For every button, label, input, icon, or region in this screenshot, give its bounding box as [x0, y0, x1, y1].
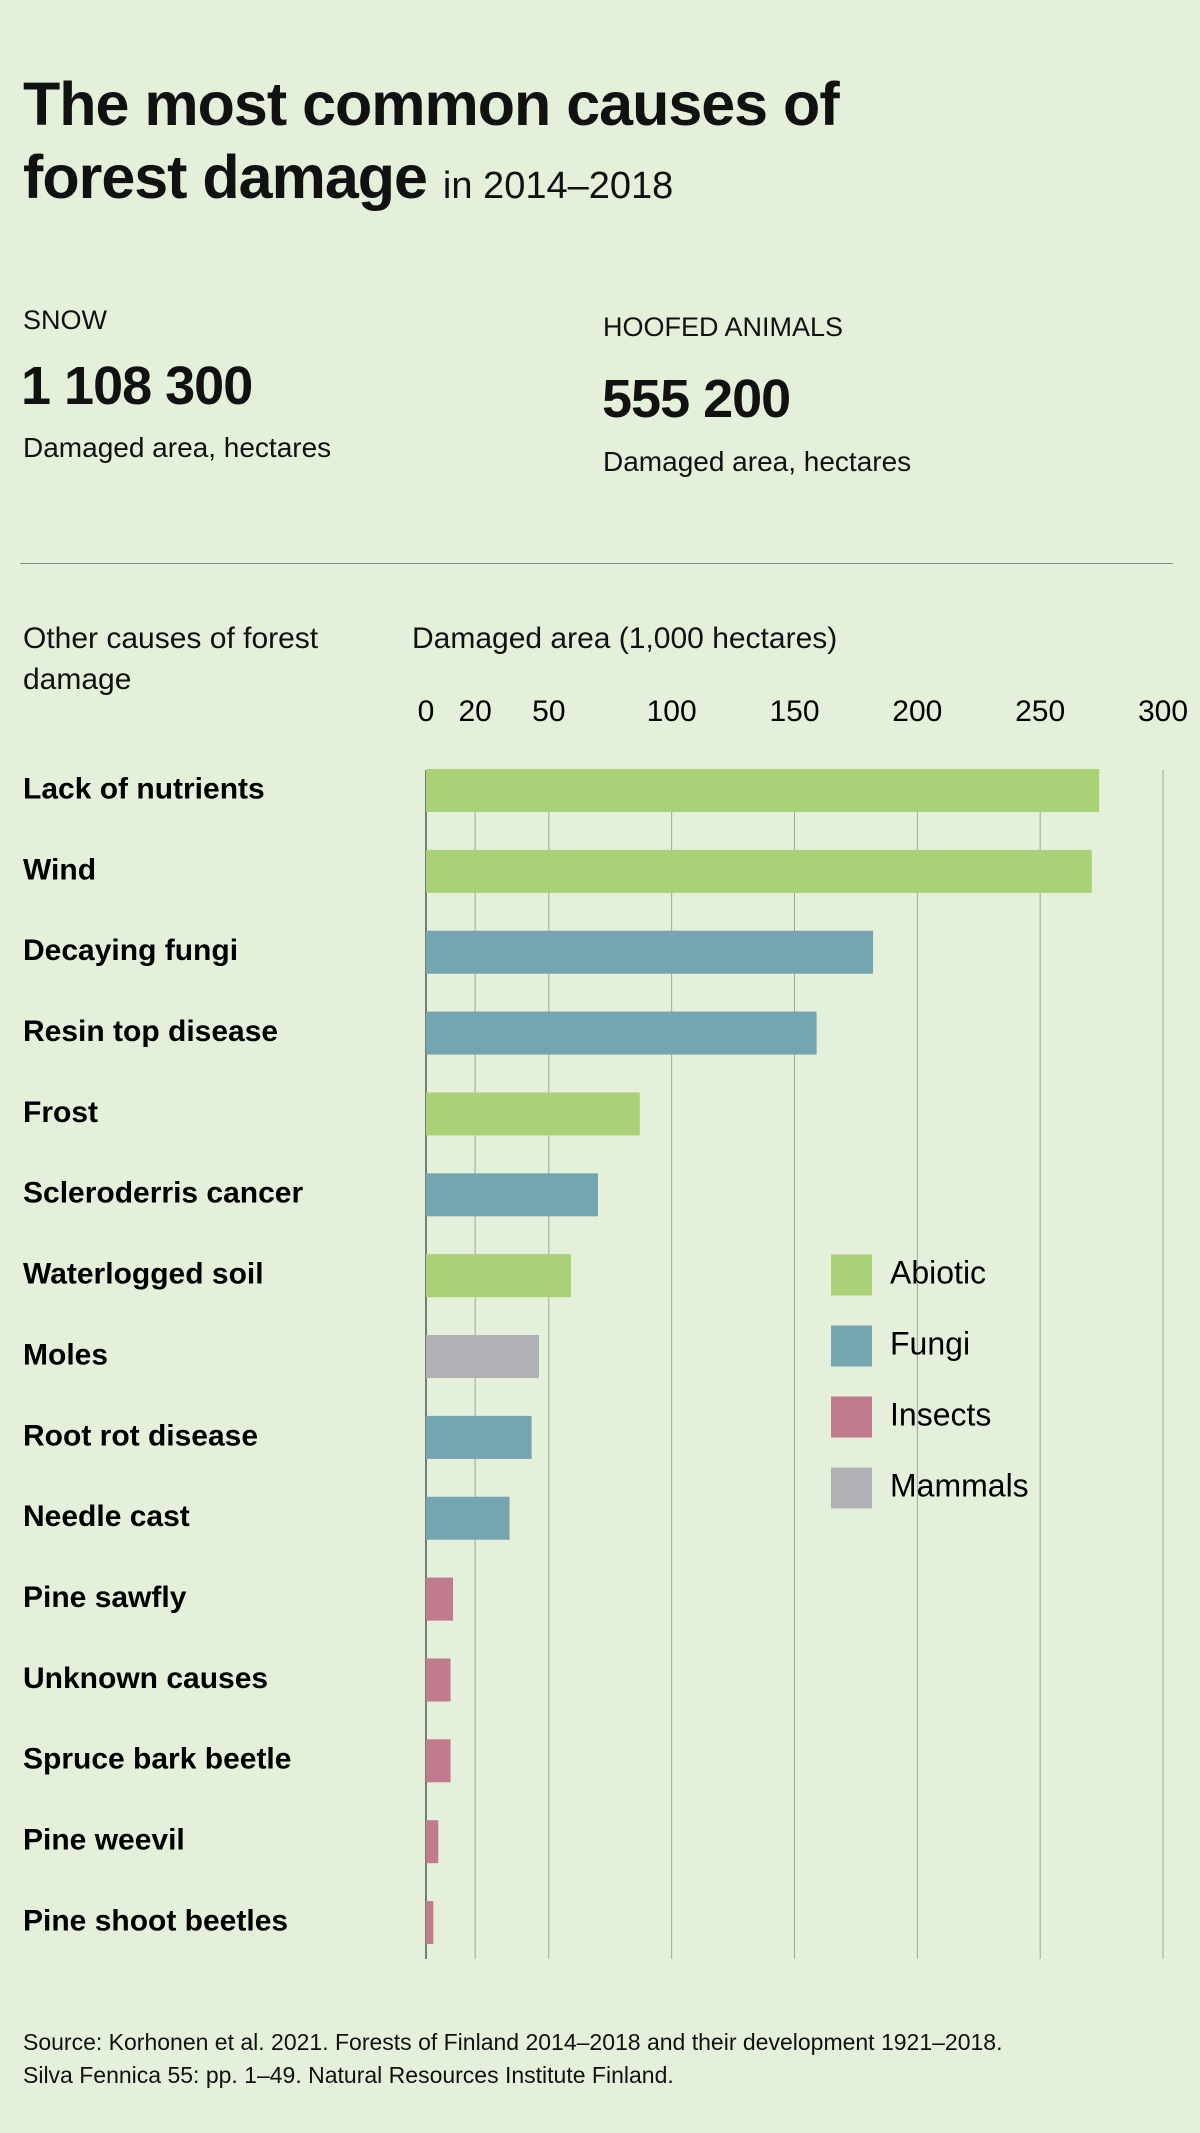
- category-label: Waterlogged soil: [23, 1258, 264, 1291]
- x-tick-label: 300: [1138, 695, 1188, 728]
- bar: [426, 1496, 510, 1540]
- bar: [426, 1415, 532, 1459]
- category-label: Spruce bark beetle: [23, 1743, 291, 1776]
- source-line: Silva Fennica 55: pp. 1–49. Natural Reso…: [23, 2062, 674, 2088]
- category-label: Wind: [23, 853, 96, 886]
- category-label: Pine sawfly: [23, 1581, 187, 1614]
- category-label: Resin top disease: [23, 1015, 278, 1048]
- x-tick-label: 250: [1015, 695, 1065, 728]
- highlight-unit: Damaged area, hectares: [603, 446, 912, 477]
- legend-swatch: [831, 1467, 872, 1509]
- source: Source: Korhonen et al. 2021. Forests of…: [23, 2026, 1002, 2092]
- bar: [426, 769, 1100, 812]
- bar: [426, 1011, 817, 1055]
- category-label: Frost: [23, 1096, 98, 1129]
- bar: [426, 1092, 640, 1136]
- x-tick-label: 100: [647, 695, 697, 728]
- x-tick-label: 20: [458, 695, 491, 728]
- category-label: Decaying fungi: [23, 934, 238, 967]
- legend-label: Abiotic: [890, 1254, 986, 1290]
- category-label: Scleroderris cancer: [23, 1177, 303, 1210]
- bar: [426, 1577, 454, 1621]
- bar: [426, 1173, 598, 1217]
- axis-label: Damaged area (1,000 hectares): [412, 622, 838, 655]
- legend-swatch: [831, 1325, 872, 1367]
- category-label: Unknown causes: [23, 1662, 268, 1695]
- x-tick-label: 0: [418, 695, 435, 728]
- x-tick-label: 50: [532, 695, 565, 728]
- bar: [426, 1658, 451, 1702]
- bar: [426, 1335, 540, 1379]
- legend-swatch: [831, 1396, 872, 1438]
- highlight-label: HOOFED ANIMALS: [603, 312, 844, 342]
- category-label: Root rot disease: [23, 1419, 258, 1452]
- legend-swatch: [831, 1254, 872, 1296]
- bar: [426, 1254, 571, 1298]
- category-label: Pine shoot beetles: [23, 1904, 288, 1937]
- category-title: Other causes of forest damage: [23, 622, 319, 696]
- bar: [426, 849, 1092, 893]
- category-label: Pine weevil: [23, 1824, 185, 1857]
- x-tick-label: 150: [769, 695, 819, 728]
- bar: [426, 1739, 451, 1783]
- title-main: The most common causes of forest damage: [23, 70, 840, 211]
- legend-label: Insects: [890, 1396, 991, 1432]
- bar: [426, 1820, 439, 1864]
- highlight-unit: Damaged area, hectares: [23, 432, 332, 463]
- subtitle: in 2014–2018: [442, 165, 674, 207]
- bar: [426, 1901, 434, 1945]
- highlight-value: 1 108 300: [21, 356, 253, 416]
- source-line: Source: Korhonen et al. 2021. Forests of…: [23, 2029, 1003, 2055]
- category-label: Moles: [23, 1338, 108, 1371]
- title: The most common causes of forest damage …: [23, 68, 963, 223]
- category-label: Lack of nutrients: [23, 772, 265, 805]
- highlight-label: SNOW: [23, 305, 107, 335]
- x-tick-label: 200: [892, 695, 942, 728]
- highlight-value: 555 200: [602, 369, 791, 429]
- bar: [426, 930, 874, 974]
- divider: [20, 563, 1173, 564]
- legend-label: Fungi: [890, 1325, 970, 1361]
- legend-label: Mammals: [890, 1467, 1029, 1503]
- category-label: Needle cast: [23, 1500, 190, 1533]
